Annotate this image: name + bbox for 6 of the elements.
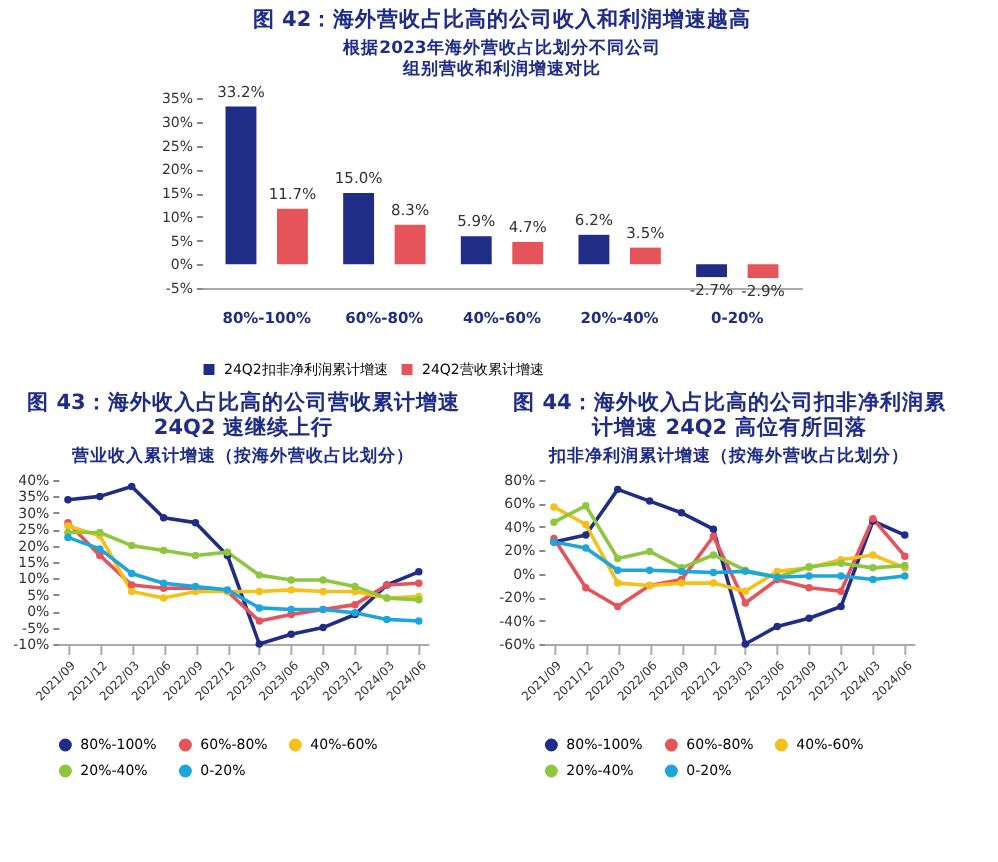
chart-title: 图 42：海外营收占比高的公司收入和利润增速越高 bbox=[252, 5, 752, 32]
chart-title: 图 43：海外收入占比高的公司营收累计增速 24Q2 速继续上行 bbox=[27, 389, 462, 440]
chart-title: 图 44：海外收入占比高的公司扣非净利润累计增速 24Q2 高位有所回落 bbox=[513, 389, 948, 440]
chart-subtitle: 扣非净利润累计增速（按海外营收占比划分） bbox=[547, 445, 910, 467]
chart-subtitle: 根据2023年海外营收占比划分不同公司组别营收和利润增速对比 bbox=[341, 36, 661, 80]
chart-subtitle: 营业收入累计增速（按海外营收占比划分） bbox=[70, 445, 415, 467]
